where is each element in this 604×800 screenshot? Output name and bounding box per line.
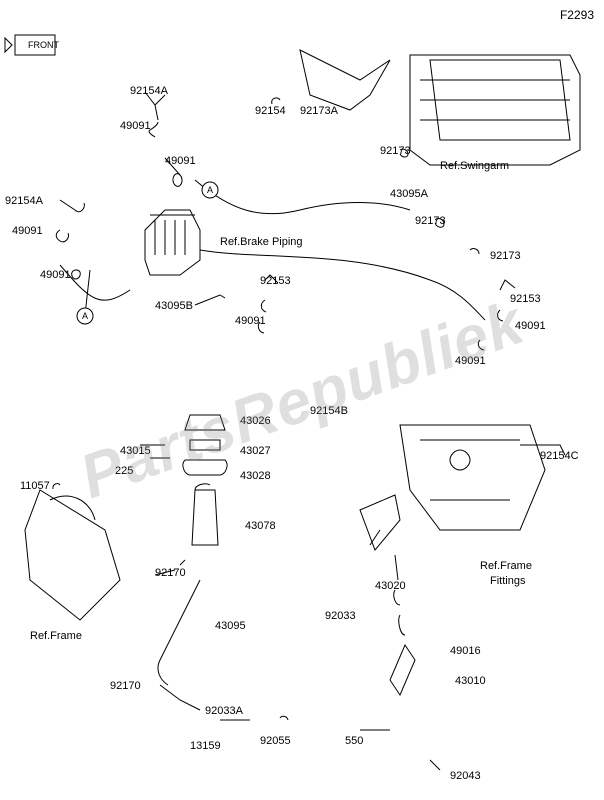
callout-92153: 92153 (260, 275, 291, 287)
callout-43078: 43078 (245, 520, 276, 532)
callout-92033A: 92033A (205, 705, 243, 717)
callout-92154: 92154 (255, 105, 286, 117)
callout-92154C: 92154C (540, 450, 579, 462)
callout-92055: 92055 (260, 735, 291, 747)
callout-92173: 92173 (380, 145, 411, 157)
callout-92033: 92033 (325, 610, 356, 622)
callout-92154B: 92154B (310, 405, 348, 417)
callout-43020: 43020 (375, 580, 406, 592)
callout-49016: 49016 (450, 645, 481, 657)
callout-49091: 49091 (12, 225, 43, 237)
callout-92043: 92043 (450, 770, 481, 782)
callout-92173: 92173 (490, 250, 521, 262)
callout-43026: 43026 (240, 415, 271, 427)
callout-43095B: 43095B (155, 300, 193, 312)
callout-92153: 92153 (510, 293, 541, 305)
callout-92173A: 92173A (300, 105, 338, 117)
callout-92154A: 92154A (130, 85, 168, 97)
callout-49091: 49091 (455, 355, 486, 367)
callout-49091: 49091 (120, 120, 151, 132)
callout-92154A: 92154A (5, 195, 43, 207)
callout-49091: 49091 (165, 155, 196, 167)
watermark: PartsRepubliek (71, 287, 533, 513)
callout-43015: 43015 (120, 445, 151, 457)
callout-43027: 43027 (240, 445, 271, 457)
callout-43095A: 43095A (390, 188, 428, 200)
ref-label: Fittings (490, 575, 525, 587)
diagram-id: F2293 (560, 8, 594, 22)
svg-text:A: A (82, 311, 88, 321)
ref-label: Ref.Frame (30, 630, 82, 642)
callout-49091: 49091 (515, 320, 546, 332)
callout-11057: 11057 (20, 480, 50, 492)
callout-49091: 49091 (235, 315, 266, 327)
callout-43028: 43028 (240, 470, 271, 482)
callout-49091: 49091 (40, 269, 71, 281)
ref-label: Ref.Brake Piping (220, 236, 303, 248)
callout-550: 550 (345, 735, 363, 747)
diagram-line-art: AA (0, 0, 604, 800)
callout-92170: 92170 (155, 567, 186, 579)
ref-label: Ref.Frame (480, 560, 532, 572)
callout-13159: 13159 (190, 740, 221, 752)
ref-label: Ref.Swingarm (440, 160, 509, 172)
front-label-text: FRONT (28, 40, 59, 50)
callout-92173: 92173 (415, 215, 446, 227)
callout-43095: 43095 (215, 620, 246, 632)
callout-92170: 92170 (110, 680, 141, 692)
callout-225: 225 (115, 465, 133, 477)
svg-text:A: A (207, 185, 213, 195)
front-direction-indicator: FRONT (8, 30, 68, 65)
callout-43010: 43010 (455, 675, 486, 687)
